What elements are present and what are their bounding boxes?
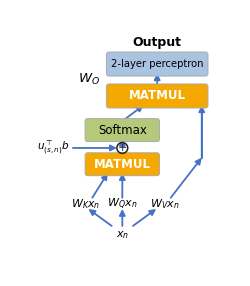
FancyBboxPatch shape [106, 84, 208, 108]
Text: $W_Q x_n$: $W_Q x_n$ [107, 197, 138, 212]
Text: $W_V x_n$: $W_V x_n$ [150, 197, 180, 211]
Text: Output: Output [133, 35, 182, 49]
Text: MATMUL: MATMUL [129, 90, 186, 102]
Text: $u^\top_{(s,n)}b$: $u^\top_{(s,n)}b$ [37, 139, 70, 157]
Text: $W_K x_n$: $W_K x_n$ [71, 197, 100, 211]
Text: Softmax: Softmax [98, 124, 147, 137]
Text: $x_n$: $x_n$ [116, 229, 129, 241]
FancyBboxPatch shape [85, 119, 160, 142]
FancyBboxPatch shape [85, 153, 160, 176]
Text: $W_O$: $W_O$ [78, 72, 100, 88]
Text: MATMUL: MATMUL [94, 158, 151, 171]
Text: 2-layer perceptron: 2-layer perceptron [111, 59, 204, 69]
Text: $+$: $+$ [117, 142, 128, 154]
FancyBboxPatch shape [106, 52, 208, 76]
